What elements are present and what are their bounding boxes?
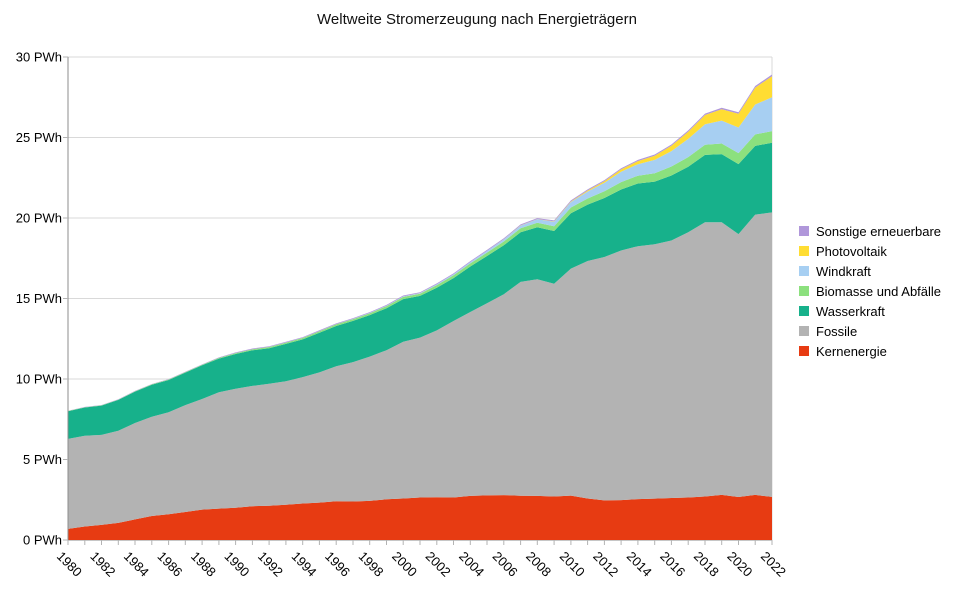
x-tick-label: 2012 [590, 549, 621, 580]
legend-label: Photovoltaik [816, 243, 887, 259]
area-biomasse-und-abfaelle [68, 131, 772, 412]
legend-item-wasserkraft: Wasserkraft [799, 301, 941, 321]
legend-item-sonstige-erneuerbare: Sonstige erneuerbare [799, 221, 941, 241]
x-tick-label: 1984 [121, 549, 152, 580]
y-tick-label: 0 PWh [23, 533, 62, 548]
x-tick-label: 1998 [356, 549, 387, 580]
x-tick-label: 1982 [87, 549, 118, 580]
x-tick-label: 1988 [188, 549, 219, 580]
legend-label: Windkraft [816, 263, 871, 279]
x-tick-label: 2014 [624, 549, 655, 580]
legend-item-photovoltaik: Photovoltaik [799, 241, 941, 261]
x-tick-label: 2010 [557, 549, 588, 580]
y-tick-label: 20 PWh [16, 211, 62, 226]
x-tick-label: 1986 [154, 549, 185, 580]
legend-swatch-windkraft [799, 266, 809, 276]
legend-label: Sonstige erneuerbare [816, 223, 942, 239]
area-series [68, 74, 772, 540]
x-tick-label: 1990 [221, 549, 252, 580]
x-tick-label: 2002 [423, 549, 454, 580]
x-tick-label: 2018 [691, 549, 722, 580]
legend-label: Wasserkraft [816, 303, 885, 319]
legend-item-biomasse-und-abfaelle: Biomasse und Abfälle [799, 281, 941, 301]
x-ticks [67, 540, 773, 545]
y-tick-label: 15 PWh [16, 291, 62, 306]
legend-item-fossile: Fossile [799, 321, 941, 341]
x-tick-label: 1992 [255, 549, 286, 580]
legend-label: Kernenergie [816, 343, 887, 359]
legend-label: Fossile [816, 323, 858, 339]
y-tick-label: 5 PWh [23, 452, 62, 467]
x-tick-label: 2020 [724, 549, 755, 580]
x-tick-label: 1980 [54, 549, 85, 580]
legend-swatch-biomasse-und-abfaelle [799, 286, 809, 296]
legend-swatch-fossile [799, 326, 809, 336]
x-tick-label: 2008 [523, 549, 554, 580]
x-tick-label: 2022 [758, 549, 789, 580]
legend-swatch-sonstige-erneuerbare [799, 226, 809, 236]
x-tick-label: 2006 [490, 549, 521, 580]
y-tick-label: 25 PWh [16, 130, 62, 145]
area-kernenergie [68, 494, 772, 540]
x-tick-label: 2016 [657, 549, 688, 580]
x-tick-label: 2004 [456, 549, 487, 580]
legend-item-windkraft: Windkraft [799, 261, 941, 281]
x-tick-label: 2000 [389, 549, 420, 580]
y-tick-label: 10 PWh [16, 372, 62, 387]
y-ticks [63, 56, 68, 541]
legend-label: Biomasse und Abfälle [816, 283, 942, 299]
x-tick-labels: 1980 1982 1984 1986 1988 1990 1992 1994 1996 1998… [54, 549, 789, 580]
legend-swatch-photovoltaik [799, 246, 809, 256]
legend-item-kernenergie: Kernenergie [799, 341, 941, 361]
legend-swatch-kernenergie [799, 346, 809, 356]
area-windkraft [68, 97, 772, 411]
area-fossile [68, 212, 772, 529]
chart-legend: Sonstige erneuerbare Photovoltaik Windkraf… [799, 221, 941, 361]
chart-title: Weltweite Stromerzeugung nach Energieträ… [317, 11, 637, 28]
y-tick-labels: 0 PWh 5 PWh 10 PWh 15 PWh 20 PWh 25 PWh 30 PWh [16, 50, 62, 548]
x-tick-label: 1994 [289, 549, 320, 580]
area-wasserkraft [68, 142, 772, 439]
legend-swatch-wasserkraft [799, 306, 809, 316]
y-tick-label: 30 PWh [16, 50, 62, 65]
x-tick-label: 1996 [322, 549, 353, 580]
